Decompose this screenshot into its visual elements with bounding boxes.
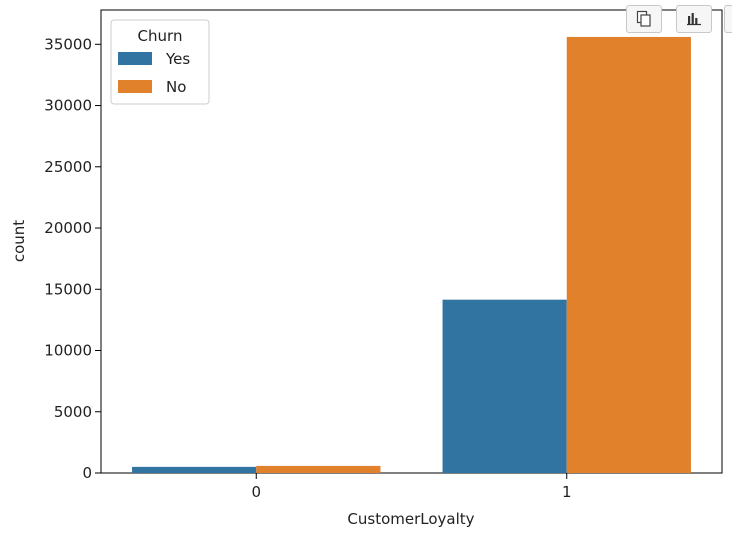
copy-button[interactable] [626, 5, 662, 33]
x-axis-label: CustomerLoyalty [347, 510, 474, 528]
x-tick-label: 1 [562, 483, 572, 501]
x-tick-label: 0 [251, 483, 261, 501]
y-tick-label: 15000 [44, 280, 92, 298]
more-button[interactable] [724, 5, 732, 33]
y-tick-label: 20000 [44, 219, 92, 237]
legend-swatch-no [118, 80, 152, 93]
y-tick-label: 0 [82, 464, 92, 482]
plot-frame [100, 9, 723, 474]
y-tick-label: 35000 [44, 35, 92, 53]
y-tick-label: 30000 [44, 97, 92, 115]
chart-view-button[interactable] [676, 5, 712, 33]
bars [132, 36, 691, 473]
y-axis: 0 5000 10000 15000 20000 25000 30000 35000 [44, 35, 101, 482]
legend: Churn Yes No [110, 19, 210, 105]
y-tick-label: 5000 [54, 403, 92, 421]
legend-title: Churn [138, 27, 183, 45]
y-tick-label: 25000 [44, 158, 92, 176]
legend-label-no: No [166, 78, 186, 96]
y-tick-label: 10000 [44, 342, 92, 360]
bar-yes-1 [442, 299, 567, 473]
legend-label-yes: Yes [165, 50, 190, 68]
bar-chart-icon [687, 13, 701, 26]
legend-swatch-yes [118, 52, 152, 65]
y-axis-label: count [10, 220, 28, 262]
copy-icon [636, 10, 651, 27]
bar-no-0 [256, 465, 381, 473]
bar-yes-0 [132, 466, 257, 473]
bar-no-1 [566, 36, 691, 473]
